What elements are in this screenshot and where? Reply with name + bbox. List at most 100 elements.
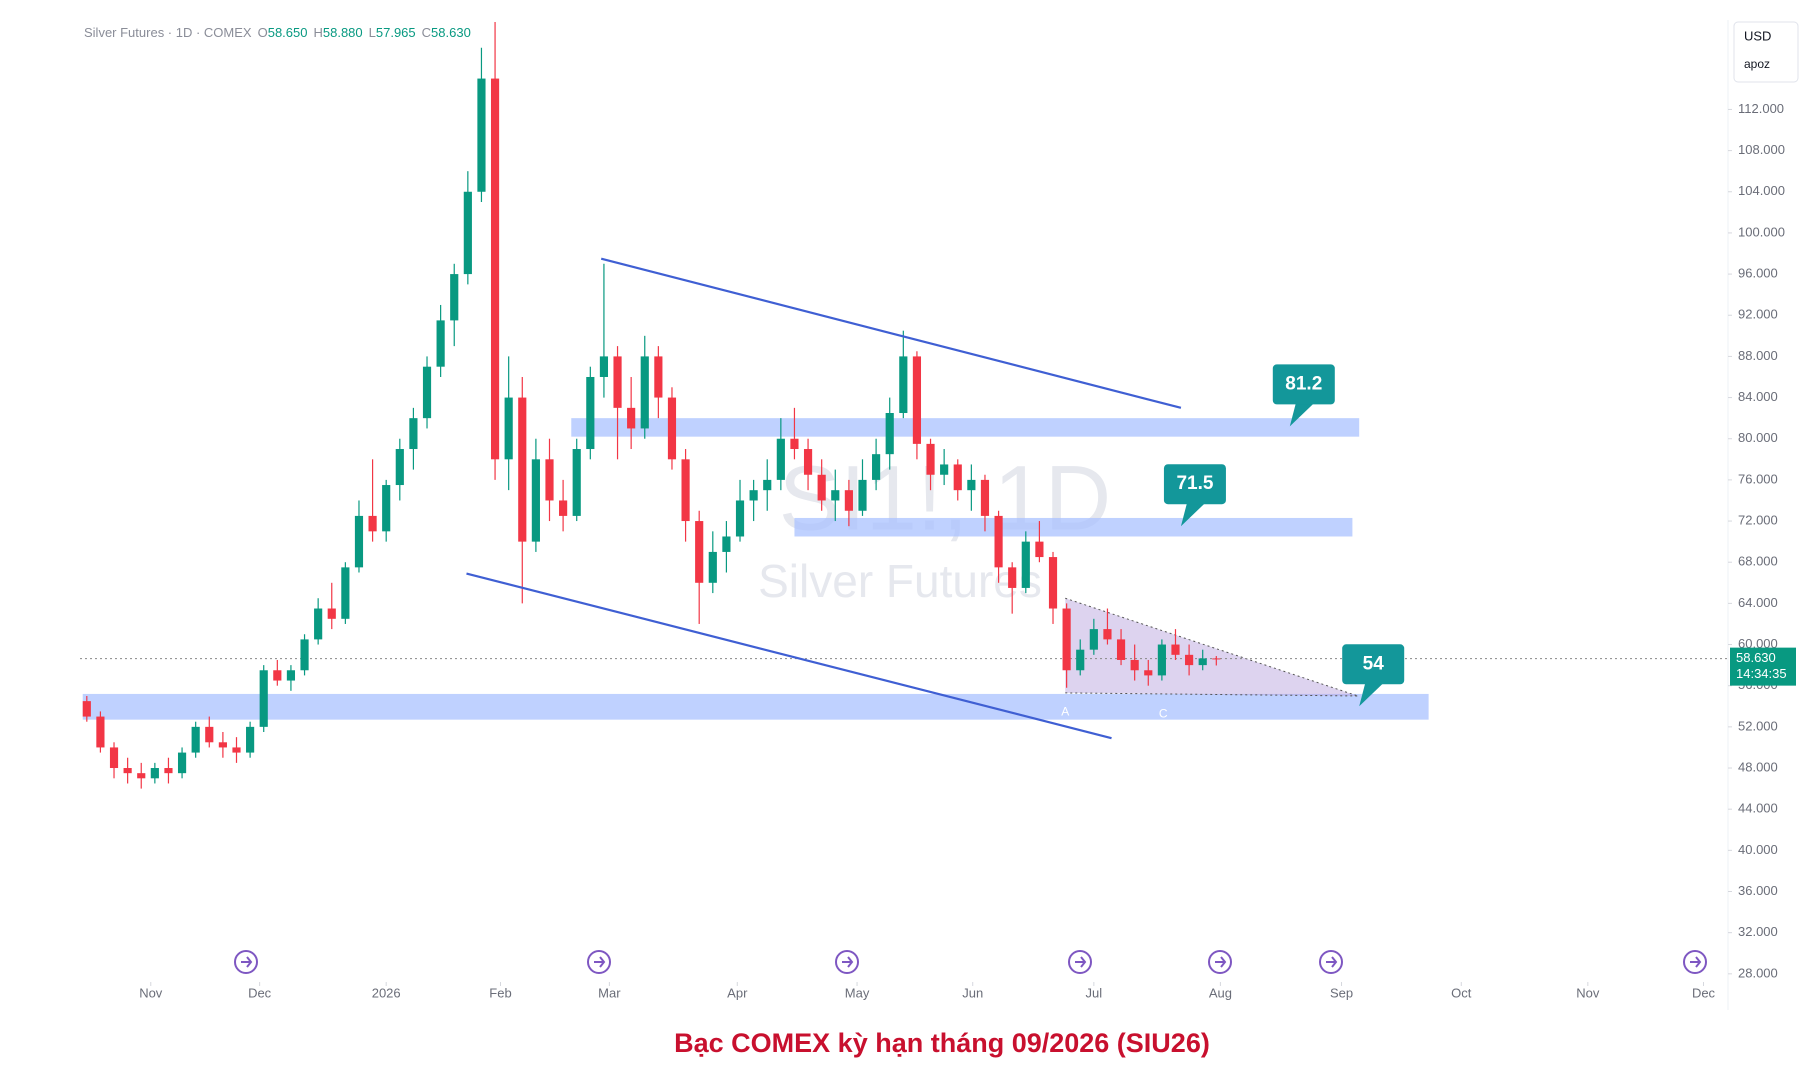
y-tick-label: 48.000 [1738,759,1778,774]
header-title: Silver Futures · 1D · COMEX [84,25,252,40]
candle-body [463,191,472,275]
candle-body [164,768,173,774]
candle-body [763,479,772,491]
event-icon-glyph [594,956,606,968]
candle-body [1103,629,1112,640]
candle-body [640,356,649,429]
candle-body [518,397,527,542]
candle-body [559,500,568,516]
readout-key: C [422,25,431,40]
x-tick-label: Apr [727,985,748,1000]
candle-body [273,670,282,681]
candle-body [504,397,513,460]
candle-body [327,608,336,619]
y-tick-label: 92.000 [1738,307,1778,322]
candle-body [994,515,1003,568]
candle-body [599,356,609,377]
candle-body [300,639,309,671]
y-tick-label: 88.000 [1738,348,1778,363]
callout-label: 71.5 [1176,473,1213,494]
candle-body [1157,644,1166,676]
readout-key: L [369,25,376,40]
candle-body [150,768,159,779]
candle-body [477,78,486,192]
candle-body [940,464,949,475]
readout-value: 58.650 [268,25,308,40]
candle-body [177,752,187,774]
candle-body [96,716,105,748]
y-tick-label: 64.000 [1738,595,1778,610]
callout-pointer [1289,403,1314,427]
candle-body [382,485,391,532]
pattern-label: A [1061,705,1069,719]
candle-body [586,376,595,450]
y-tick-label: 100.000 [1738,224,1785,239]
currency: USD [1744,28,1771,43]
y-tick-label: 104.000 [1738,183,1785,198]
candle-body [1076,649,1085,671]
y-tick-label: 52.000 [1738,718,1778,733]
y-tick-label: 44.000 [1738,801,1778,816]
candle-body [531,459,540,542]
candle-body [1171,644,1180,655]
x-tick-label: Dec [1692,985,1716,1000]
candle-body [980,479,990,516]
candle-body [232,747,241,753]
currency-box[interactable] [1733,21,1799,83]
candle-body [259,670,268,727]
candle-body [1144,670,1153,676]
callout-box [1163,464,1226,505]
candle-body [667,397,677,460]
readout-key: O [258,25,268,40]
candle-body [926,443,935,475]
candle-body [409,418,418,450]
callout-label: 54 [1363,653,1385,674]
candle-body [354,515,364,568]
candle-body [191,726,200,753]
candle-body [82,701,91,717]
support-resistance-zone [82,693,1429,720]
y-tick-label: 84.000 [1738,389,1778,404]
event-icon-glyph [1326,956,1338,968]
candle-body [422,366,432,419]
x-tick-label: Oct [1451,985,1472,1000]
candle-body [395,449,404,486]
readout-key: H [313,25,322,40]
x-tick-label: Mar [598,985,621,1000]
candle-body [205,726,214,743]
candle-body [545,459,554,501]
pattern-label: C [1159,707,1168,721]
candle-body [654,356,663,398]
y-tick-label: 112.000 [1738,101,1784,116]
y-tick-label: 76.000 [1738,471,1778,486]
candle-body [1116,639,1126,660]
y-tick-label: 96.000 [1738,266,1778,281]
trend-line [466,572,1112,740]
y-tick-label: 60.000 [1738,636,1778,651]
y-tick-label: 28.000 [1738,965,1778,980]
candle-body [790,438,799,450]
candle-body [450,274,459,321]
chart-header: Silver Futures · 1D · COMEX O58.650 H58.88… [84,25,471,40]
triangle-edge [1065,692,1358,697]
event-icon-glyph [1690,956,1702,968]
candle-body [831,490,840,501]
callout-box [1272,364,1335,405]
y-tick-label: 68.000 [1738,554,1778,569]
candle-body [1212,658,1221,660]
candle-body [749,490,758,501]
x-tick-label: Sep [1330,985,1353,1000]
candle-body [286,670,296,681]
candle-body [872,454,881,480]
x-tick-label: 2026 [372,985,401,1000]
y-tick-label: 32.000 [1738,924,1778,939]
y-tick-label: 36.000 [1738,883,1778,898]
candle-body [123,768,132,774]
candle-body [844,490,853,511]
candle-body [899,356,908,414]
event-icon-glyph [842,956,854,968]
countdown: 14:34:35 [1736,666,1787,681]
candle-body [1048,557,1058,609]
